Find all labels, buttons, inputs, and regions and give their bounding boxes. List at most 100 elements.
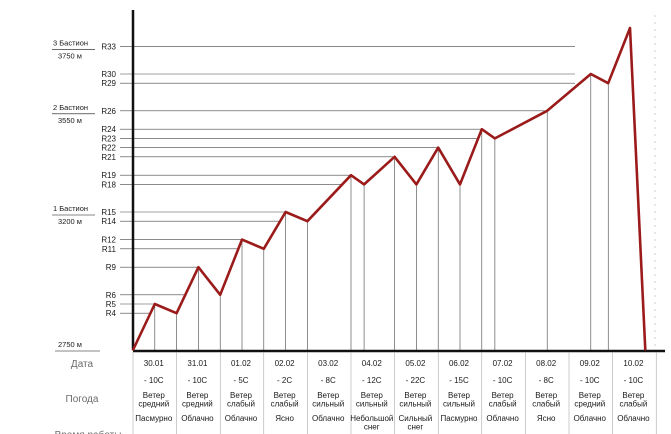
bastion-name: 2 Бастион [53,103,88,112]
level-label-r6: R6 [106,291,117,300]
table-wind: слабый [532,400,560,409]
level-label-r30: R30 [101,70,116,79]
level-label-r19: R19 [101,171,116,180]
table-date: 04.02 [362,359,383,368]
level-label-r24: R24 [101,125,116,134]
table-temp: - 10С [144,376,164,385]
series-point [263,248,265,250]
table-wind: сильный [356,400,388,409]
table-wind: Ветер [143,391,166,400]
series-point [481,128,483,130]
table-wind: слабый [619,400,647,409]
series-point [644,349,647,351]
table-temp: - 10С [188,376,208,385]
table-temp: - 12С [362,376,382,385]
table-wind: Ветер [317,391,340,400]
table-sky: снег [364,423,380,432]
axes [131,10,665,353]
table-wind: сильный [312,400,344,409]
series-point [197,266,200,269]
level-label-r33: R33 [101,42,116,51]
row-label-date: Дата [71,359,94,370]
series-point [175,312,178,315]
series-point [437,146,440,149]
table-temp: - 8С [321,376,336,385]
data-table: ДатаПогодаВремя работы30.01- 10СВетерсре… [55,352,657,434]
table-wind: Ветер [186,391,209,400]
table-temp: - 10С [624,376,644,385]
bastion-altitude: 3200 м [58,217,82,226]
axis-start-label: 2750 м [58,340,82,349]
level-label-r9: R9 [106,263,117,272]
table-date: 08.02 [536,359,557,368]
ascent-profile [131,26,647,351]
level-label-r22: R22 [101,144,116,153]
table-wind: Ветер [622,391,645,400]
table-date: 10.02 [623,359,644,368]
table-sky: Ясно [537,414,556,423]
series-point [154,303,156,305]
level-label-r4: R4 [106,309,117,318]
table-wind: слабый [227,400,255,409]
series-point [350,174,352,176]
table-date: 01.02 [231,359,252,368]
series-point [306,220,309,222]
table-sky: Облачно [486,414,519,423]
table-wind: средний [138,400,169,409]
table-temp: - 10С [580,376,600,385]
bastion-name: 1 Бастион [53,204,88,213]
table-wind: сильный [399,400,431,409]
table-wind: Ветер [404,391,427,400]
series-point [393,156,396,158]
table-wind: Ветер [579,391,602,400]
series-point [459,183,461,186]
table-sky: снег [408,423,424,432]
table-temp: - 22С [406,376,426,385]
level-label-r26: R26 [101,107,116,116]
table-temp: - 2С [277,376,292,385]
row-label-work-time: Время работы [55,429,122,434]
table-wind: средний [574,400,605,409]
series-point [284,211,287,213]
bastion-name: 3 Бастион [53,38,88,47]
table-wind: Ветер [274,391,297,400]
level-label-r23: R23 [101,134,116,143]
table-date: 05.02 [405,359,426,368]
grid-lines [120,46,609,350]
series-point [546,110,548,112]
series-line [131,26,647,351]
table-sky: Пасмурно [135,414,173,423]
series-point [607,82,610,84]
bastion-altitude: 3550 м [58,116,82,125]
table-wind: Ветер [361,391,384,400]
row-label-weather: Погода [66,394,99,405]
table-sky: Облачно [181,414,214,423]
table-date: 03.02 [318,359,339,368]
table-temp: - 10С [493,376,513,385]
table-date: 07.02 [493,359,514,368]
table-temp: - 15С [449,376,469,385]
series-point [132,349,134,351]
series-point [219,294,221,296]
table-sky: Ясно [275,414,294,423]
table-temp: - 8С [539,376,554,385]
table-sky: Небольшой [350,414,393,423]
table-sky: Облачно [312,414,345,423]
level-label-r14: R14 [101,217,116,226]
series-point [415,183,418,186]
table-sky: Пасмурно [440,414,478,423]
table-sky: Облачно [225,414,258,423]
series-point [363,183,365,186]
table-sky: Облачно [617,414,650,423]
table-date: 30.01 [144,359,165,368]
table-wind: слабый [271,400,299,409]
level-label-r15: R15 [101,208,116,217]
table-wind: Ветер [535,391,558,400]
table-date: 02.02 [275,359,296,368]
table-temp: - 5С [233,376,248,385]
table-date: 09.02 [580,359,601,368]
table-wind: средний [182,400,213,409]
table-wind: Ветер [448,391,471,400]
